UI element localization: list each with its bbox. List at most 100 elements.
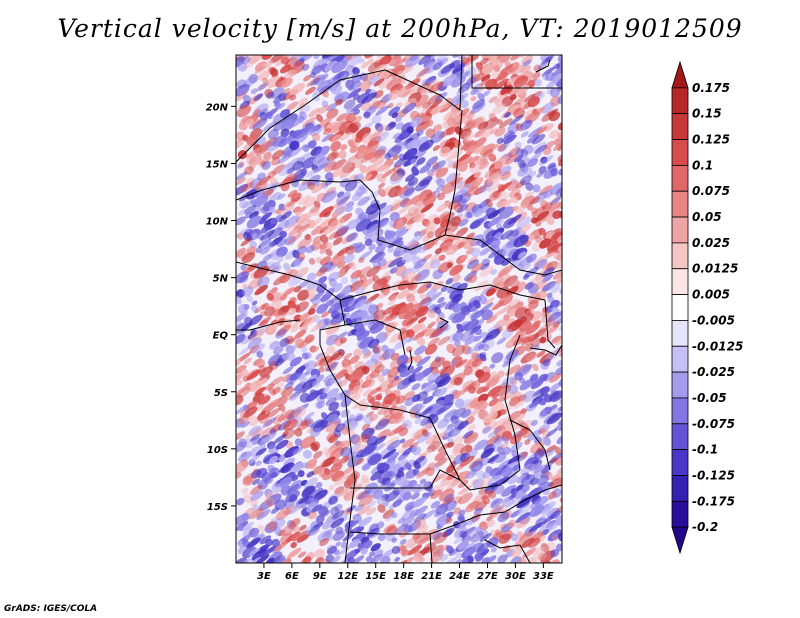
colorbar-label: 0.005 — [692, 288, 730, 302]
field-cell — [283, 286, 295, 296]
field-cell — [539, 336, 547, 344]
field-cell — [264, 475, 274, 485]
field-cell — [289, 518, 301, 528]
field-cell — [510, 510, 521, 518]
field-cell — [454, 462, 467, 472]
field-cell — [491, 352, 504, 364]
field-cell — [451, 344, 466, 357]
field-cell — [387, 246, 394, 253]
border-line — [359, 404, 461, 481]
field-cell — [323, 127, 332, 136]
field-cell — [254, 189, 265, 198]
field-cell — [387, 377, 402, 389]
field-cell — [316, 303, 329, 314]
field-cell — [470, 96, 477, 102]
field-cell — [236, 359, 241, 366]
field-cell — [411, 445, 422, 456]
field-cell — [291, 322, 299, 328]
field-cell — [475, 554, 484, 562]
field-cell — [479, 332, 487, 339]
field-cell — [371, 114, 382, 125]
field-cell — [482, 281, 496, 292]
field-cell — [487, 216, 502, 227]
field-cell — [447, 282, 462, 294]
colorbar-label: -0.05 — [692, 391, 727, 405]
field-cell — [390, 352, 400, 361]
field-cell — [497, 143, 507, 152]
field-cell — [382, 549, 394, 559]
field-cell — [271, 157, 281, 166]
border-line — [339, 281, 461, 301]
lat-tick-label: 10N — [206, 217, 229, 228]
field-cell — [454, 559, 463, 563]
border-line — [319, 344, 361, 406]
colorbar-label: -0.005 — [692, 313, 735, 327]
border-line — [504, 484, 562, 513]
field-cell — [294, 329, 307, 339]
field-cell — [440, 63, 455, 74]
field-cell — [489, 128, 498, 135]
field-cell — [370, 97, 378, 105]
field-cell — [346, 122, 361, 135]
field-cell — [377, 533, 386, 542]
field-cell — [403, 524, 413, 534]
field-cell — [301, 63, 310, 71]
field-cell — [306, 76, 320, 87]
field-cell — [314, 548, 325, 559]
field-cell — [532, 546, 545, 557]
field-cell — [554, 345, 562, 355]
field-cell — [550, 168, 559, 177]
field-cell — [541, 486, 550, 496]
field-cell — [410, 158, 417, 165]
field-cell — [452, 189, 468, 202]
field-cell — [323, 161, 337, 172]
field-cell — [297, 245, 307, 255]
field-cell — [357, 310, 369, 321]
field-cell — [273, 311, 289, 323]
field-cell — [275, 439, 289, 450]
colorbar-swatch — [671, 371, 689, 399]
field-cell — [539, 386, 550, 395]
field-cell — [273, 433, 287, 444]
field-cell — [455, 551, 463, 559]
field-cell — [429, 357, 446, 370]
field-cell — [428, 81, 445, 94]
field-cell — [259, 535, 272, 545]
border-line — [504, 334, 521, 471]
field-cell — [240, 181, 254, 193]
field-cell — [476, 386, 486, 395]
field-cell — [415, 120, 431, 133]
border-line — [544, 299, 556, 349]
field-cell — [500, 442, 509, 450]
field-cell — [236, 177, 247, 186]
field-cell — [520, 428, 531, 439]
field-cell — [424, 118, 434, 128]
field-cell — [354, 286, 365, 296]
lon-tick-label: 27E — [477, 571, 498, 582]
field-cell — [520, 131, 529, 138]
field-cell — [429, 327, 444, 339]
field-cell — [345, 245, 356, 255]
field-cell — [312, 380, 320, 388]
field-cell — [381, 237, 396, 248]
field-cell — [325, 448, 337, 458]
field-cell — [500, 229, 514, 240]
field-cell — [236, 497, 245, 506]
colorbar-swatch — [671, 164, 689, 192]
colorbar-end-arrow — [671, 526, 689, 555]
field-cell — [322, 225, 336, 236]
field-cell — [241, 512, 250, 522]
field-cell — [556, 232, 562, 242]
field-cell — [460, 254, 468, 261]
field-cell — [358, 58, 365, 64]
field-cell — [304, 477, 319, 489]
field-cell — [498, 533, 511, 544]
field-cell — [366, 411, 374, 418]
field-cell — [276, 102, 286, 110]
field-cell — [503, 134, 517, 145]
field-cell — [473, 185, 487, 196]
field-cell — [552, 534, 559, 541]
field-cell — [362, 350, 373, 359]
field-cell — [458, 485, 472, 496]
field-cell — [404, 55, 420, 68]
